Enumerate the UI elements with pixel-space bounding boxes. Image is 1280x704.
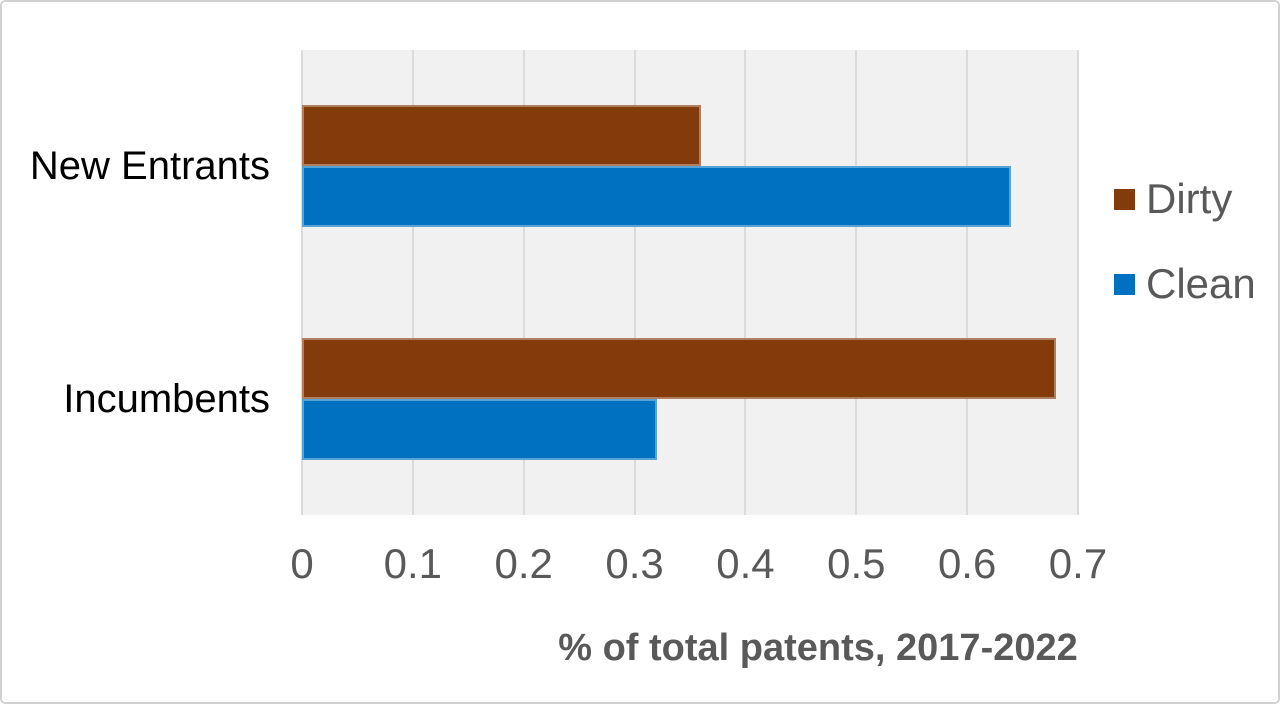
gridline-0.6: [966, 50, 969, 515]
x-tick-label-0.2: 0.2: [494, 540, 553, 587]
y-axis-category-labels: New Entrants Incumbents: [2, 50, 270, 515]
legend-swatch-dirty: [1114, 188, 1135, 210]
bar-clean-incumbents: [302, 398, 657, 460]
x-tick-label-0.5: 0.5: [827, 540, 886, 587]
legend: Dirty Clean: [1114, 2, 1280, 467]
legend-item-clean: Clean: [1114, 262, 1256, 306]
bar-dirty-new-entrants: [302, 105, 702, 167]
gridline-0.4: [744, 50, 747, 515]
gridline-0.3: [633, 50, 636, 515]
gridline-0.2: [522, 50, 525, 515]
legend-label-dirty: Dirty: [1146, 175, 1233, 222]
gridline-0.7: [1077, 50, 1079, 515]
x-axis-title: % of total patents, 2017-2022: [558, 627, 1078, 669]
gridline-0.1: [411, 50, 414, 515]
gridline-0: [301, 50, 303, 515]
x-axis-tick-labels: 0 0.1 0.2 0.3 0.4 0.5 0.6 0.7: [2, 542, 1280, 588]
gridline-0.5: [855, 50, 858, 515]
x-tick-label-0.4: 0.4: [716, 540, 775, 587]
category-label-new-entrants: New Entrants: [29, 144, 270, 189]
x-tick-label-0.1: 0.1: [383, 540, 443, 587]
legend-item-dirty: Dirty: [1114, 177, 1232, 221]
bar-clean-new-entrants: [302, 166, 1012, 228]
category-label-incumbents: Incumbents: [63, 376, 270, 421]
legend-swatch-clean: [1114, 273, 1135, 295]
x-tick-label-0.7: 0.7: [1048, 540, 1108, 587]
legend-label-clean: Clean: [1146, 260, 1256, 307]
x-tick-label-0.6: 0.6: [937, 540, 997, 587]
plot-area: [301, 50, 1079, 515]
x-tick-label-0.3: 0.3: [605, 540, 664, 587]
x-tick-label-0: 0: [290, 540, 314, 587]
bar-dirty-incumbents: [302, 337, 1056, 399]
